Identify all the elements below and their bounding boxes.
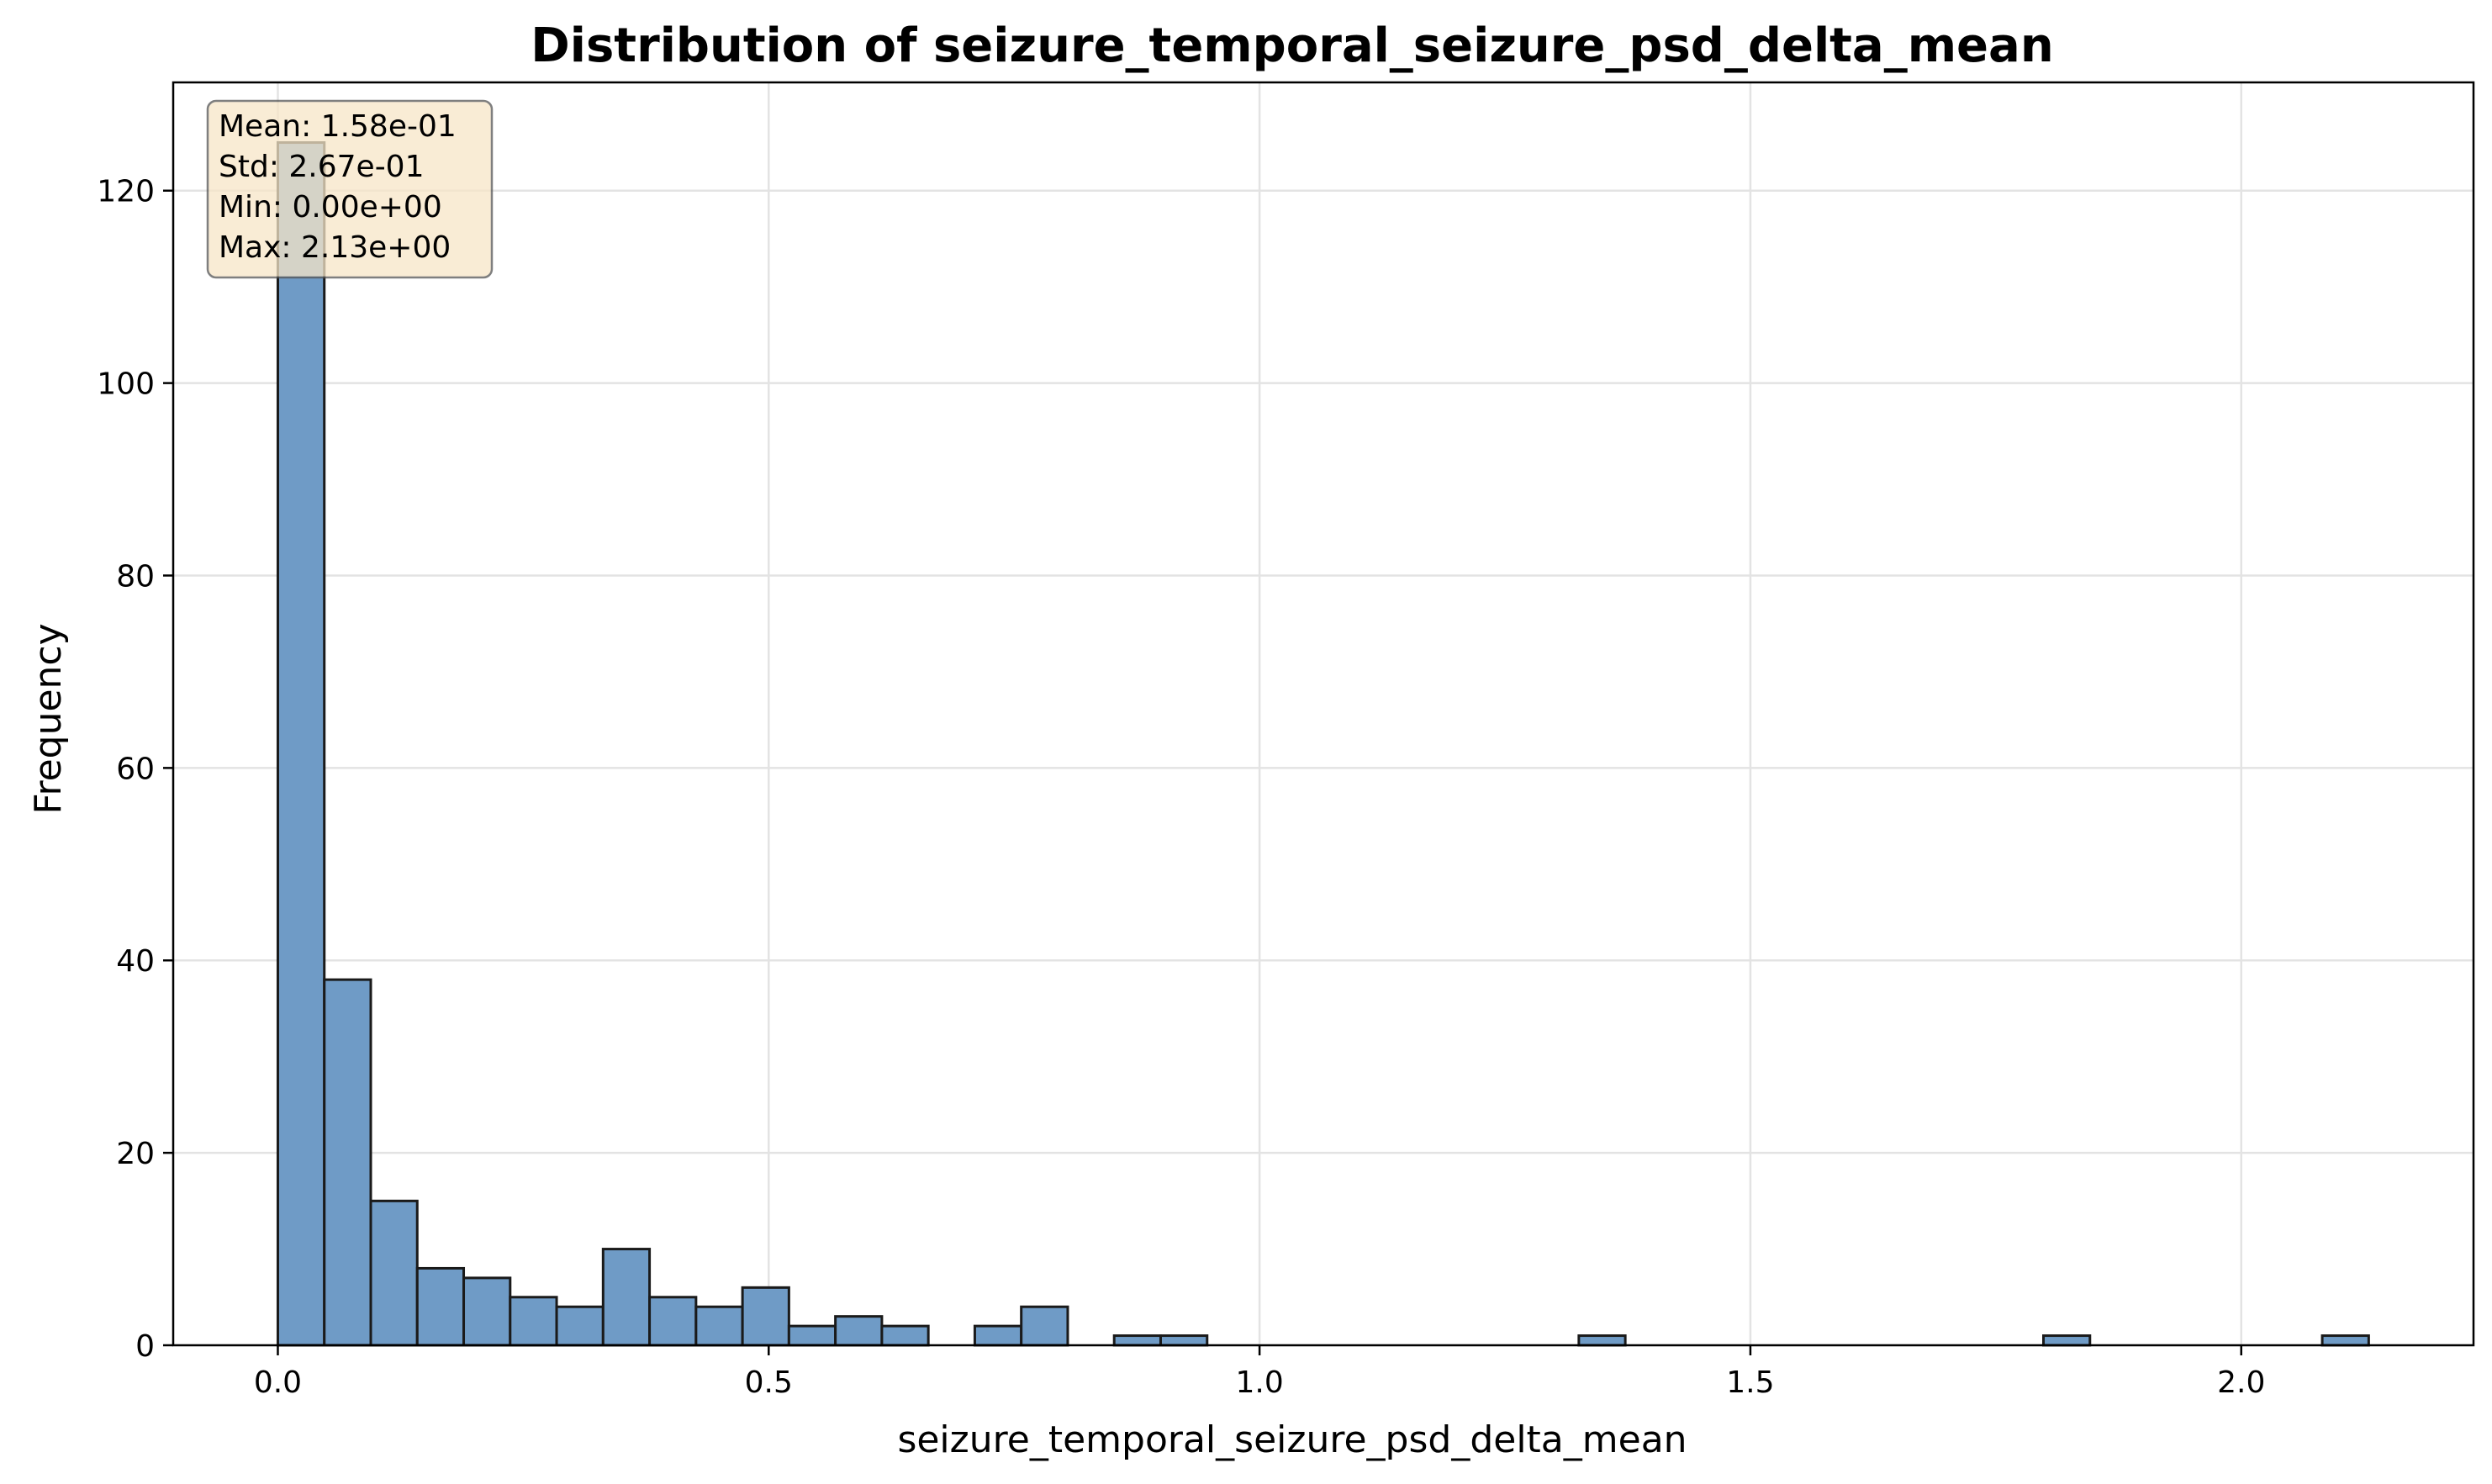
- x-tick-label: 2.0: [2217, 1365, 2265, 1400]
- histogram-bar: [462, 1276, 512, 1347]
- stat-std: Std: 2.67e-01: [219, 150, 425, 184]
- statistics-box-background: [206, 99, 494, 279]
- x-tick-label: 1.5: [1726, 1365, 1774, 1400]
- stat-max: Max: 2.13e+00: [219, 230, 451, 265]
- histogram-bar: [1577, 1334, 1627, 1347]
- stat-min: Min: 0.00e+00: [219, 190, 442, 224]
- histogram-bar: [648, 1296, 698, 1347]
- histogram-bar: [973, 1324, 1023, 1347]
- y-tick-label: 40: [116, 944, 155, 979]
- histogram-bar: [1020, 1305, 1069, 1347]
- x-tick-label: 1.0: [1235, 1365, 1283, 1400]
- y-tick-label: 80: [116, 559, 155, 594]
- histogram-bar: [509, 1296, 558, 1347]
- x-tick-label: 0.5: [745, 1365, 793, 1400]
- histogram-bar: [694, 1305, 744, 1347]
- y-axis: 0 20 40 60 80 100 120: [97, 175, 173, 1364]
- plot-area-frame: [172, 81, 2475, 1347]
- histogram-bar: [2042, 1334, 2092, 1347]
- y-tick-label: 120: [97, 175, 155, 209]
- histogram-bar: [369, 1199, 419, 1347]
- histogram-bars: [276, 141, 2370, 1347]
- y-tick-label: 100: [97, 367, 155, 402]
- histogram-bar: [787, 1324, 837, 1347]
- y-tick-label: 60: [116, 752, 155, 786]
- y-tick-label: 20: [116, 1137, 155, 1171]
- histogram-bar: [415, 1266, 466, 1347]
- chart-title: Distribution of seizure_temporal_seizure…: [531, 18, 2053, 73]
- x-tick-label: 0.0: [254, 1365, 302, 1400]
- y-tick-label: 0: [135, 1329, 155, 1364]
- grid-lines: [173, 82, 2474, 1347]
- histogram-bar: [555, 1305, 605, 1347]
- histogram-bar: [880, 1324, 930, 1347]
- y-axis-label: Frequency: [27, 623, 70, 814]
- x-axis: 0.0 0.5 1.0 1.5 2.0: [254, 1345, 2265, 1400]
- histogram-bar: [1112, 1334, 1162, 1347]
- histogram-bar: [1159, 1334, 1209, 1347]
- x-axis-label: seizure_temporal_seizure_psd_delta_mean: [897, 1418, 1687, 1461]
- statistics-box: Mean: 1.58e-01 Std: 2.67e-01 Min: 0.00e+…: [206, 99, 494, 279]
- histogram-bar: [601, 1248, 652, 1347]
- histogram-bar: [834, 1315, 884, 1347]
- histogram-bar: [741, 1286, 790, 1347]
- stat-mean: Mean: 1.58e-01: [219, 109, 457, 144]
- histogram-bar: [276, 141, 326, 1347]
- histogram-bar: [323, 978, 372, 1347]
- histogram-bar: [2320, 1334, 2370, 1347]
